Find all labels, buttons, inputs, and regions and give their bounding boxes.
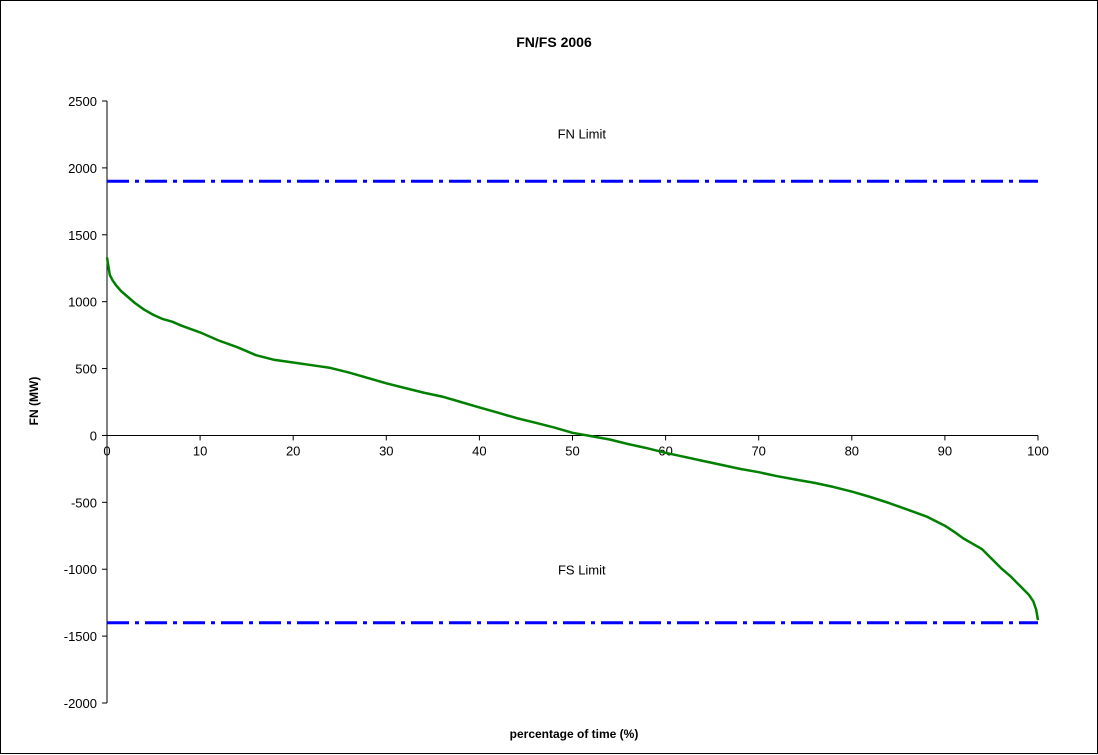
fs-limit-label: FS Limit: [558, 563, 606, 578]
x-tick-label: 80: [845, 443, 859, 458]
y-tick-label: 0: [90, 428, 97, 443]
y-tick-label: -1000: [64, 562, 97, 577]
axes-group: 2500 2000 1500 1000 500 0 -500 -1000 -1500 -2000 0…: [64, 94, 1049, 711]
y-tick-label: -2000: [64, 696, 97, 711]
x-tick-label: 20: [286, 443, 300, 458]
x-tick-label: 50: [565, 443, 579, 458]
y-tick-label: 2000: [68, 161, 97, 176]
y-tick-label: 1500: [68, 228, 97, 243]
x-tick-label: 10: [193, 443, 207, 458]
x-tick-label: 100: [1027, 443, 1049, 458]
y-tick-label: 500: [75, 362, 97, 377]
chart-title: FN/FS 2006: [516, 34, 592, 50]
x-tick-label: 70: [751, 443, 765, 458]
x-tick-label: 0: [103, 443, 110, 458]
y-tick-label: -500: [71, 495, 97, 510]
annotation-group: FN Limit FS Limit: [558, 126, 607, 577]
y-tick-label: 2500: [68, 94, 97, 109]
plot-area: [105, 179, 1040, 625]
x-tick-label: 40: [472, 443, 486, 458]
y-tick-label: 1000: [68, 295, 97, 310]
y-axis-title: FN (MW): [27, 377, 41, 426]
fn-series-line: [105, 257, 1040, 621]
x-tick-label: 90: [938, 443, 952, 458]
x-tick-label: 30: [379, 443, 393, 458]
fn-limit-label: FN Limit: [558, 126, 607, 141]
x-axis-title: percentage of time (%): [510, 727, 639, 741]
y-tick-label: -1500: [64, 629, 97, 644]
